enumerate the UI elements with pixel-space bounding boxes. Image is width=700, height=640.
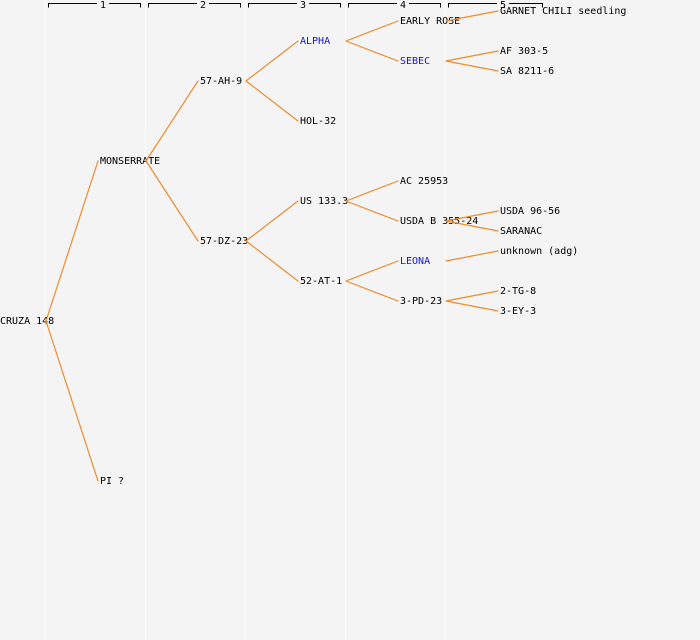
tree-node-saranac[interactable]: SARANAC <box>500 226 543 237</box>
tree-node-monserrate[interactable]: MONSERRATE <box>100 156 161 167</box>
tree-node-at1[interactable]: 52-AT-1 <box>300 276 343 287</box>
tree-node-pi[interactable]: PI ? <box>100 476 125 487</box>
tree-node-hol32[interactable]: HOL-32 <box>300 116 337 127</box>
tree-node-garnet[interactable]: GARNET CHILI seedling <box>500 6 627 17</box>
tree-node-tg8[interactable]: 2-TG-8 <box>500 286 537 297</box>
tree-node-af303[interactable]: AF 303-5 <box>500 46 549 57</box>
tree-node-usdab355[interactable]: USDA B 355-24 <box>400 216 479 227</box>
generation-bracket <box>248 3 341 8</box>
generation-label-2: 2 <box>196 0 210 12</box>
tree-node-pd23[interactable]: 3-PD-23 <box>400 296 443 307</box>
generation-label-5: 5 <box>496 0 510 12</box>
tree-node-ey3[interactable]: 3-EY-3 <box>500 306 537 317</box>
tree-node-ac25953[interactable]: AC 25953 <box>400 176 449 187</box>
generation-brackets <box>48 3 543 8</box>
tree-node-sebec[interactable]: SEBEC <box>400 56 431 67</box>
generation-header-row: 1 2 3 4 5 <box>0 0 700 14</box>
tree-node-us133[interactable]: US 133.3 <box>300 196 349 207</box>
generation-bracket <box>448 3 543 8</box>
generation-bracket <box>48 3 141 8</box>
tree-node-sa8211[interactable]: SA 8211-6 <box>500 66 555 77</box>
generation-label-3: 3 <box>296 0 310 12</box>
tree-node-unknownadg[interactable]: unknown (adg) <box>500 246 579 257</box>
tree-node-ah9[interactable]: 57-AH-9 <box>200 76 243 87</box>
generation-label-1: 1 <box>96 0 110 12</box>
generation-bracket <box>148 3 241 8</box>
tree-node-dz23[interactable]: 57-DZ-23 <box>200 236 249 247</box>
generation-bracket <box>348 3 441 8</box>
tree-node-earlyrose[interactable]: EARLY ROSE <box>400 16 461 27</box>
tree-node-usda96[interactable]: USDA 96-56 <box>500 206 561 217</box>
tree-node-cruza148[interactable]: CRUZA 148 <box>0 316 55 327</box>
generation-label-4: 4 <box>396 0 410 12</box>
tree-node-leona[interactable]: LEONA <box>400 256 431 267</box>
tree-node-alpha[interactable]: ALPHA <box>300 36 331 47</box>
